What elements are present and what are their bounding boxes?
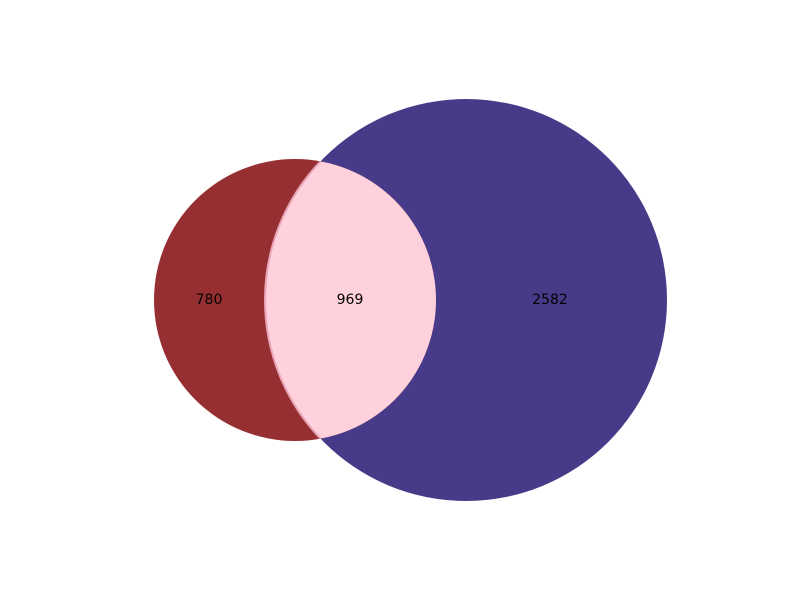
label-b-only: 2582 xyxy=(532,292,568,308)
label-intersection: 969 xyxy=(337,292,364,308)
intersection-region xyxy=(264,159,436,441)
label-a-only: 780 xyxy=(196,292,223,308)
